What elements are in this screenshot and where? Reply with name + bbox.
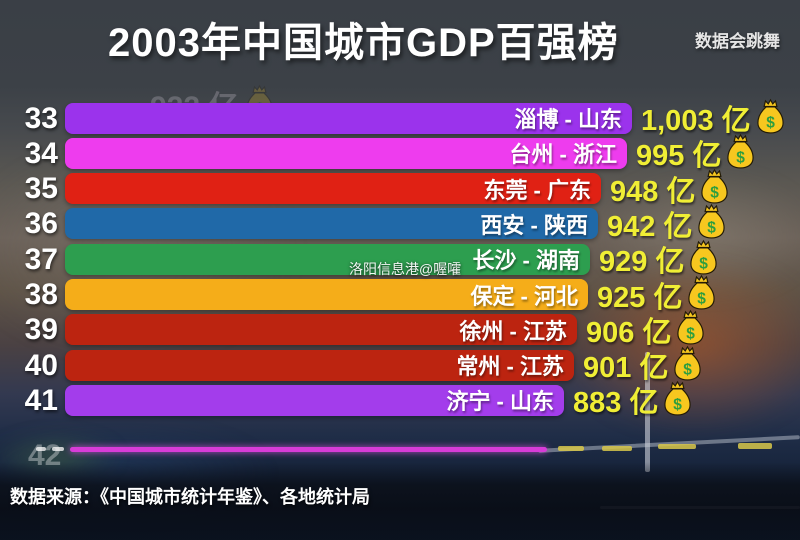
chart-row: 34 台州 - 浙江 995 亿 $ [0, 133, 800, 172]
rank-label: 35 [24, 172, 58, 206]
value-label: 925 亿 [597, 281, 683, 314]
value-label: 1,003 亿 [641, 105, 751, 137]
channel-watermark: 数据会跳舞 [695, 32, 780, 51]
rank-label: 34 [24, 136, 58, 170]
chart-row: 36 西安 - 陕西 942 亿 $ [0, 204, 800, 243]
gdp-bar: 西安 - 陕西 [65, 208, 598, 240]
svg-text:$: $ [737, 149, 746, 166]
chart-row: 38 保定 - 河北 925 亿 $ [0, 274, 800, 314]
value-label: 995 亿 [636, 140, 722, 173]
money-bag-icon: $ [674, 345, 702, 381]
rank-label: 33 [24, 101, 58, 135]
money-bag-icon: $ [756, 98, 784, 134]
chart-row: 35 东莞 - 广东 948 亿 $ [0, 168, 800, 208]
money-bag-icon: $ [701, 168, 729, 204]
chart-row: 33 淄博 - 山东 1,003 亿 $ [0, 98, 800, 137]
value-label: 906 亿 [586, 316, 672, 349]
svg-text:$: $ [684, 361, 693, 378]
watermark: 洛阳信息港@喔嚯 [349, 261, 462, 277]
svg-text:$: $ [687, 326, 696, 343]
bridge-pier [645, 352, 650, 472]
money-bag-icon: $ [677, 310, 705, 345]
money-bag-icon: $ [664, 380, 692, 416]
city-label: 保定 - 河北 [470, 283, 578, 309]
data-source: 数据来源：《中国城市统计年鉴》、各地统计局 [10, 487, 370, 507]
city-label: 济宁 - 山东 [446, 389, 554, 415]
value-label: 929 亿 [599, 246, 685, 279]
rank-label: 41 [24, 383, 58, 417]
svg-text:$: $ [674, 396, 683, 413]
gdp-bar: 台州 - 浙江 [65, 137, 627, 169]
gdp-bar: 东莞 - 广东 [65, 173, 601, 205]
gdp-bar: 济宁 - 山东 [65, 384, 564, 416]
svg-text:$: $ [711, 185, 720, 202]
gdp-bar: 淄博 - 山东 [65, 102, 632, 134]
city-label: 徐州 - 江苏 [459, 318, 567, 344]
rank-label: 39 [24, 313, 58, 347]
svg-text:$: $ [698, 290, 707, 307]
rank-label: 38 [24, 278, 58, 311]
money-bag-icon: $ [698, 204, 726, 239]
rank-label: 40 [24, 348, 58, 382]
value-label: 942 亿 [607, 210, 693, 243]
rank-label: 37 [24, 242, 58, 276]
money-bag-icon: $ [690, 239, 718, 275]
gdp-bar: 长沙 - 湖南 [65, 243, 590, 275]
gdp-bar: 常州 - 江苏 [65, 349, 574, 381]
chart-row: 41 济宁 - 山东 883 亿 $ [0, 380, 800, 419]
svg-text:$: $ [700, 255, 709, 272]
chart-row: 37 长沙 - 湖南 929 亿 $ [0, 239, 800, 278]
city-label: 淄博 - 山东 [514, 107, 622, 132]
gdp-bar: 徐州 - 江苏 [65, 314, 577, 346]
money-bag-icon: $ [688, 274, 716, 310]
chart-row: 39 徐州 - 江苏 906 亿 $ [0, 310, 800, 349]
city-label: 东莞 - 广东 [483, 177, 591, 203]
page-title: 2003年中国城市GDP百强榜 [108, 21, 619, 65]
footer-shade [0, 462, 800, 540]
rank-label: 36 [24, 207, 58, 241]
chart-row: 40 常州 - 江苏 901 亿 $ [0, 345, 800, 384]
gdp-bar: 保定 - 河北 [65, 279, 588, 310]
entering-bar [70, 447, 547, 452]
money-bag-icon: $ [727, 133, 755, 169]
city-label: 常州 - 江苏 [456, 354, 564, 380]
value-label: 883 亿 [573, 387, 659, 420]
svg-text:$: $ [708, 220, 717, 237]
value-label: 948 亿 [610, 175, 696, 208]
entering-rank-label: 42 [28, 439, 62, 472]
city-label: 台州 - 浙江 [509, 142, 617, 168]
svg-text:$: $ [766, 114, 775, 131]
city-label: 西安 - 陕西 [480, 212, 588, 238]
value-label: 901 亿 [583, 352, 669, 385]
city-label: 长沙 - 湖南 [472, 248, 580, 274]
